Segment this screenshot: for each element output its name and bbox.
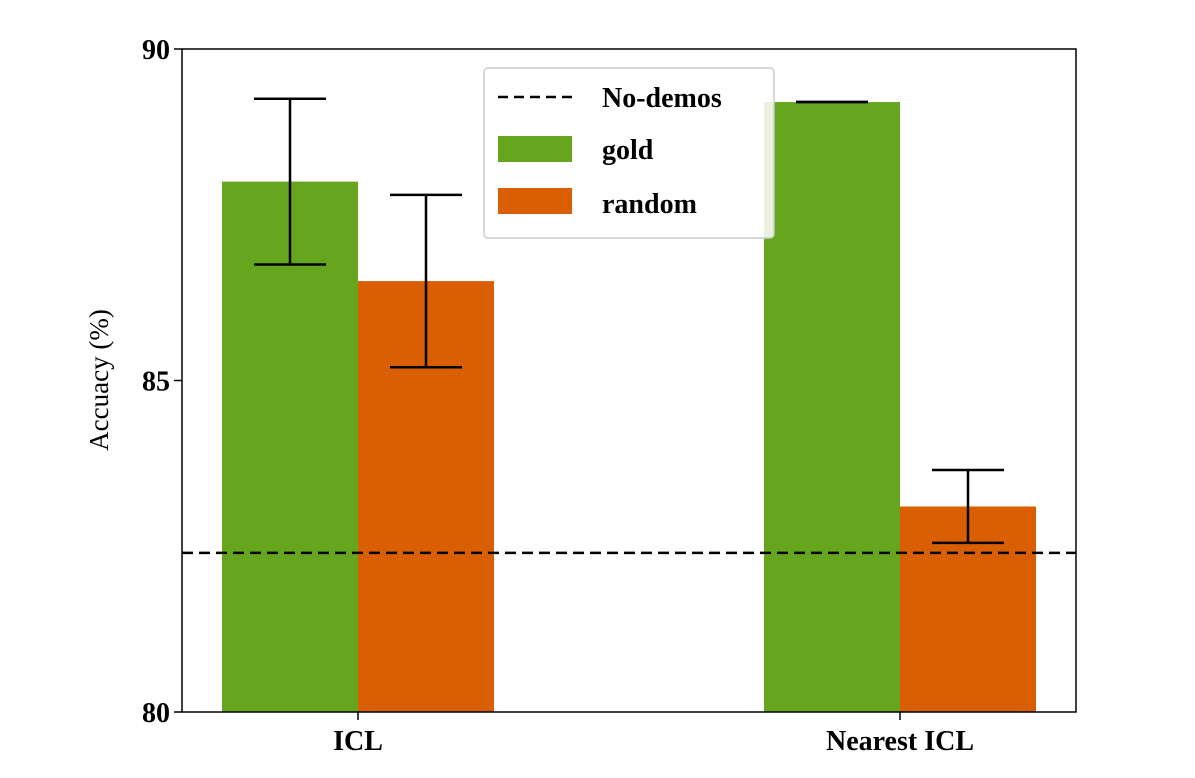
- y-tick-label-80: 80: [142, 698, 170, 729]
- y-axis-label: Accuacy (%): [84, 309, 114, 451]
- x-tick-label-1: ICL: [333, 726, 383, 757]
- legend-swatch-random: [498, 188, 572, 214]
- y-tick-label-90: 90: [142, 35, 170, 66]
- y-axis: 80 85 90: [142, 35, 182, 729]
- x-tick-label-2: Nearest ICL: [826, 726, 974, 757]
- legend-swatch-gold: [498, 136, 572, 162]
- legend-label-gold: gold: [602, 135, 654, 166]
- bar-gold-2: [764, 102, 900, 713]
- errorbar-layer: [254, 97, 1004, 545]
- legend-label-random: random: [602, 189, 697, 220]
- y-tick-label-85: 85: [142, 367, 170, 398]
- x-axis: ICL Nearest ICL: [333, 712, 974, 757]
- legend: No-demos gold random: [483, 67, 775, 239]
- bar-gold-1: [222, 181, 358, 713]
- legend-label-no-demos: No-demos: [602, 83, 722, 114]
